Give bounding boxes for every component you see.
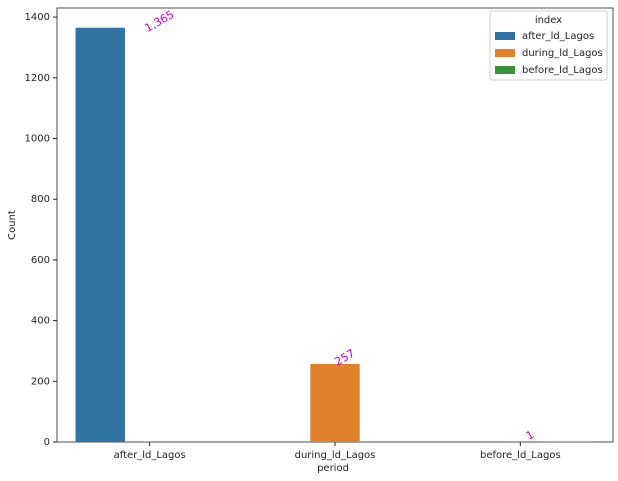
y-tick-label: 800 bbox=[31, 194, 50, 205]
y-tick-label: 600 bbox=[31, 255, 50, 266]
y-tick-label: 0 bbox=[44, 437, 50, 448]
x-tick-label: after_ld_Lagos bbox=[114, 450, 186, 461]
y-tick-label: 1000 bbox=[25, 134, 50, 145]
legend-label: after_ld_Lagos bbox=[522, 31, 594, 42]
legend-title: index bbox=[535, 15, 562, 26]
value-label: 1 bbox=[524, 428, 537, 443]
bar bbox=[75, 27, 125, 443]
y-tick-label: 1400 bbox=[25, 12, 50, 23]
bar bbox=[310, 364, 360, 442]
legend-swatch bbox=[495, 32, 515, 40]
legend-label: before_ld_Lagos bbox=[522, 65, 603, 76]
legend-swatch bbox=[495, 66, 515, 74]
value-label: 1,365 bbox=[143, 8, 177, 35]
legend-swatch bbox=[495, 49, 515, 57]
x-tick-label: during_ld_Lagos bbox=[295, 450, 376, 461]
y-tick-label: 200 bbox=[31, 376, 50, 387]
y-axis-label: Count bbox=[7, 210, 18, 240]
legend-box bbox=[489, 10, 608, 81]
legend-label: during_ld_Lagos bbox=[522, 48, 603, 59]
y-tick-label: 1200 bbox=[25, 73, 50, 84]
x-tick-label: before_ld_Lagos bbox=[480, 450, 561, 461]
x-axis-label: period bbox=[317, 463, 349, 474]
y-tick-label: 400 bbox=[31, 316, 50, 327]
